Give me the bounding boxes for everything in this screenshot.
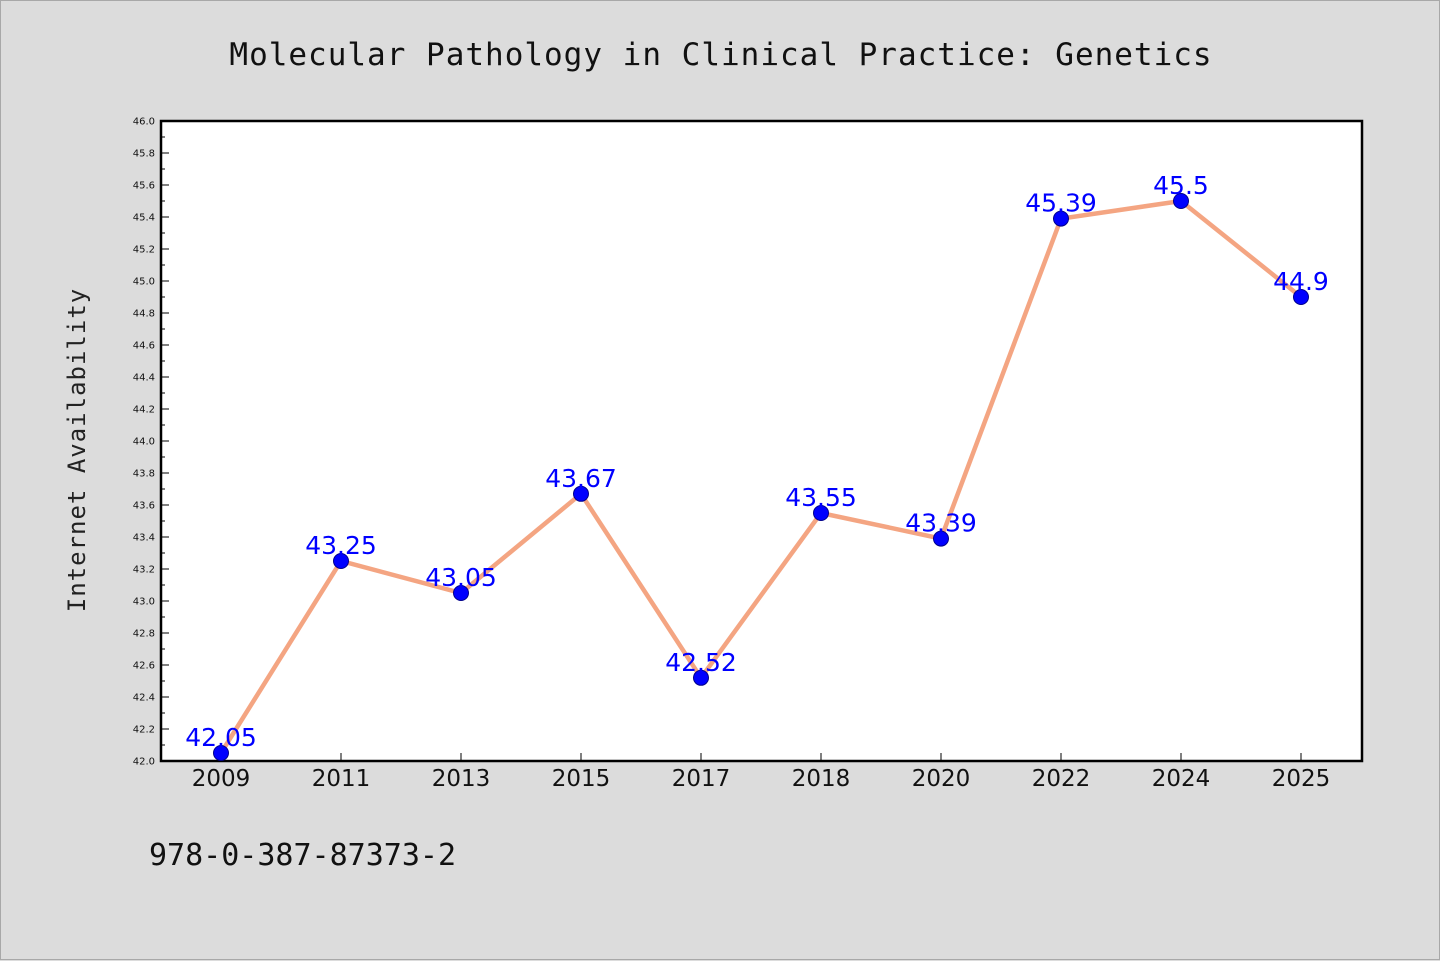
y-tick-label: 46.0 bbox=[133, 117, 155, 128]
data-point bbox=[1293, 289, 1309, 305]
y-tick-label: 42.0 bbox=[133, 757, 155, 768]
y-tick-label: 43.8 bbox=[133, 469, 155, 480]
x-tick-label: 2024 bbox=[1152, 766, 1211, 792]
data-label: 43.55 bbox=[785, 483, 857, 512]
data-point bbox=[453, 585, 469, 601]
data-point bbox=[1053, 210, 1069, 227]
x-tick-label: 2022 bbox=[1032, 766, 1091, 792]
y-tick-label: 45.8 bbox=[133, 149, 155, 160]
y-axis: 42.0 42.2 42.4 42.6 42.8 43.0 43.2 43.4 43.6 43.8… bbox=[133, 117, 169, 768]
series bbox=[213, 193, 1309, 761]
x-tick-label: 2020 bbox=[912, 766, 971, 792]
y-tick-label: 45.2 bbox=[133, 245, 155, 256]
y-tick-label: 44.4 bbox=[133, 373, 155, 384]
x-tick-label: 2018 bbox=[792, 766, 851, 792]
data-point bbox=[573, 485, 589, 502]
y-tick-label: 43.6 bbox=[133, 501, 155, 512]
data-label: 43.67 bbox=[545, 464, 617, 493]
y-tick-label: 42.2 bbox=[133, 725, 155, 736]
data-label: 44.9 bbox=[1273, 267, 1329, 296]
y-tick-label: 44.0 bbox=[133, 437, 155, 448]
data-point bbox=[933, 530, 949, 547]
y-tick-label: 42.6 bbox=[133, 661, 155, 672]
y-tick-label: 44.2 bbox=[133, 405, 155, 416]
y-tick-label: 45.6 bbox=[133, 181, 155, 192]
y-tick-label: 42.4 bbox=[133, 693, 155, 704]
data-label: 43.25 bbox=[305, 531, 377, 560]
chart-title: Molecular Pathology in Clinical Practice… bbox=[229, 37, 1212, 73]
x-tick-label: 2017 bbox=[672, 766, 731, 792]
y-tick-label: 43.2 bbox=[133, 565, 155, 576]
data-label: 45.5 bbox=[1153, 171, 1209, 200]
data-label: 45.39 bbox=[1025, 189, 1097, 218]
isbn-annotation: 978-0-387-87373-2 bbox=[149, 838, 456, 873]
data-label: 43.39 bbox=[905, 509, 977, 538]
data-label: 43.05 bbox=[425, 563, 497, 592]
plot-area bbox=[159, 119, 1364, 763]
y-tick-label: 43.4 bbox=[133, 533, 155, 544]
y-tick-label: 44.6 bbox=[133, 341, 155, 352]
y-axis-label: Internet Availability bbox=[63, 288, 91, 612]
data-labels: 42.05 43.25 43.05 43.67 42.52 43.55 43.39 45.39… bbox=[185, 171, 1329, 752]
x-tick-label: 2009 bbox=[192, 766, 251, 792]
data-point bbox=[213, 745, 229, 761]
y-tick-label: 45.4 bbox=[133, 213, 155, 224]
x-tick-label: 2025 bbox=[1272, 766, 1331, 792]
data-point bbox=[1173, 193, 1189, 209]
x-tick-label: 2013 bbox=[432, 766, 491, 792]
x-axis: 2009 2011 2013 2015 2017 2018 2020 2022 2024 2025 bbox=[192, 753, 1331, 792]
x-tick-label: 2015 bbox=[552, 766, 611, 792]
data-label: 42.05 bbox=[185, 723, 257, 752]
y-tick-label: 45.0 bbox=[133, 277, 155, 288]
x-tick-label: 2011 bbox=[312, 766, 371, 792]
data-point bbox=[333, 553, 349, 569]
y-tick-label: 43.0 bbox=[133, 597, 155, 608]
y-tick-label: 44.8 bbox=[133, 309, 155, 320]
y-tick-label: 42.8 bbox=[133, 629, 155, 640]
data-label: 42.52 bbox=[665, 648, 737, 677]
data-point bbox=[693, 669, 709, 686]
series-line bbox=[219, 198, 1303, 755]
data-point bbox=[813, 505, 829, 521]
